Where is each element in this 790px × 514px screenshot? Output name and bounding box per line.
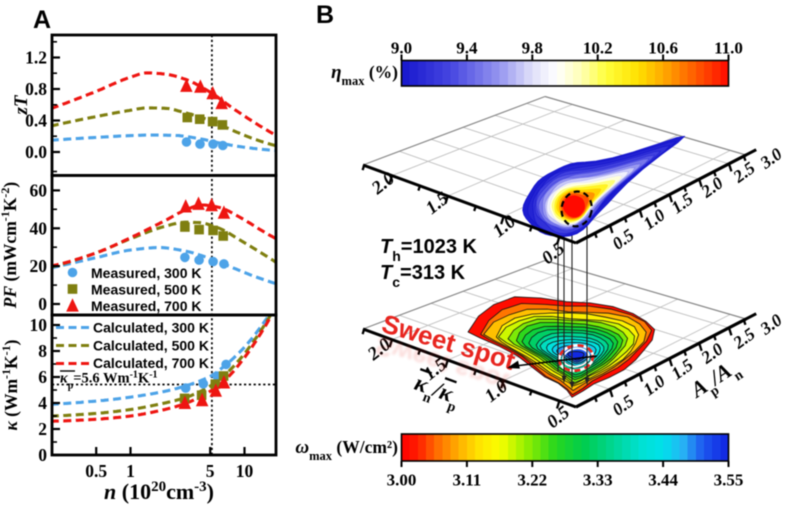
svg-text:B: B <box>316 1 334 29</box>
svg-text:Measured, 300 K: Measured, 300 K <box>91 265 202 281</box>
svg-text:10.6: 10.6 <box>648 39 678 58</box>
svg-text:3.44: 3.44 <box>648 471 678 490</box>
svg-text:9.0: 9.0 <box>391 39 412 58</box>
svg-text:10: 10 <box>30 315 48 335</box>
svg-text:5: 5 <box>206 461 215 481</box>
svg-text:40: 40 <box>30 218 48 238</box>
svg-text:Measured, 500 K: Measured, 500 K <box>91 282 202 298</box>
svg-text:0.4: 0.4 <box>25 111 47 131</box>
svg-text:Calculated, 700 K: Calculated, 700 K <box>93 355 209 371</box>
svg-text:3.22: 3.22 <box>517 471 547 490</box>
svg-text:8: 8 <box>38 341 47 361</box>
svg-text:0: 0 <box>38 445 47 465</box>
svg-text:1.2: 1.2 <box>25 48 47 68</box>
svg-text:Measured, 700 K: Measured, 700 K <box>91 298 202 314</box>
svg-text:11.0: 11.0 <box>714 39 743 58</box>
svg-text:0: 0 <box>38 294 47 314</box>
svg-text:3.00: 3.00 <box>387 471 417 490</box>
svg-text:3.55: 3.55 <box>714 471 744 490</box>
svg-text:9.8: 9.8 <box>522 39 543 58</box>
svg-text:Calculated, 500 K: Calculated, 500 K <box>93 338 209 354</box>
svg-text:κ (Wm-1K-1): κ (Wm-1K-1) <box>0 339 21 430</box>
svg-text:A: A <box>33 6 51 34</box>
svg-text:0.8: 0.8 <box>25 79 47 99</box>
svg-text:4: 4 <box>38 393 47 413</box>
svg-text:10.2: 10.2 <box>583 39 613 58</box>
svg-text:3.11: 3.11 <box>452 471 481 490</box>
svg-text:0.5: 0.5 <box>85 461 107 481</box>
svg-text:10: 10 <box>236 461 254 481</box>
svg-text:PF (mWcm-1K-2): PF (mWcm-1K-2) <box>0 182 20 310</box>
svg-text:20: 20 <box>30 256 48 276</box>
svg-text:Calculated, 300 K: Calculated, 300 K <box>93 320 209 336</box>
svg-text:60: 60 <box>30 180 48 200</box>
svg-text:9.4: 9.4 <box>456 39 478 58</box>
svg-text:2: 2 <box>38 419 47 439</box>
svg-text:zT: zT <box>11 94 32 115</box>
svg-text:1: 1 <box>126 461 135 481</box>
svg-text:6: 6 <box>38 367 47 387</box>
svg-text:3.33: 3.33 <box>583 471 613 490</box>
svg-text:0.0: 0.0 <box>25 142 47 162</box>
